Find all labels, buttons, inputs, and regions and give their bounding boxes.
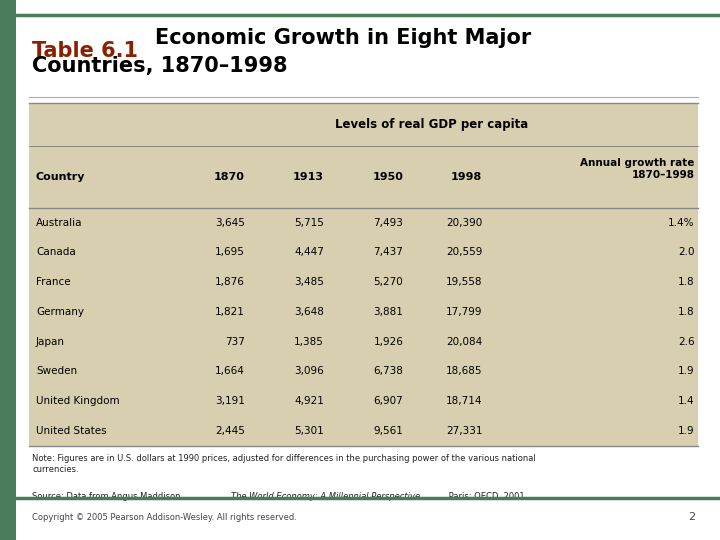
Text: 1,695: 1,695 bbox=[215, 247, 245, 258]
Text: 3,191: 3,191 bbox=[215, 396, 245, 406]
Text: 1913: 1913 bbox=[293, 172, 324, 182]
Text: 1,385: 1,385 bbox=[294, 336, 324, 347]
Text: The World Economy: A Millennial Perspective,: The World Economy: A Millennial Perspect… bbox=[231, 492, 423, 502]
Text: 1.4%: 1.4% bbox=[668, 218, 695, 228]
Text: Country: Country bbox=[36, 172, 86, 182]
Bar bbox=[29, 103, 698, 446]
Text: 5,301: 5,301 bbox=[294, 426, 324, 436]
Text: 1870: 1870 bbox=[214, 172, 245, 182]
Text: 3,881: 3,881 bbox=[374, 307, 403, 317]
Text: 1.8: 1.8 bbox=[678, 277, 695, 287]
Text: 3,648: 3,648 bbox=[294, 307, 324, 317]
Text: Japan: Japan bbox=[36, 336, 65, 347]
Text: 17,799: 17,799 bbox=[446, 307, 482, 317]
Text: 1,876: 1,876 bbox=[215, 277, 245, 287]
Text: 1998: 1998 bbox=[451, 172, 482, 182]
Text: 5,715: 5,715 bbox=[294, 218, 324, 228]
Text: 6,907: 6,907 bbox=[374, 396, 403, 406]
Text: Germany: Germany bbox=[36, 307, 84, 317]
Text: 1.8: 1.8 bbox=[678, 307, 695, 317]
Text: United States: United States bbox=[36, 426, 107, 436]
Text: 20,390: 20,390 bbox=[446, 218, 482, 228]
Text: 1.9: 1.9 bbox=[678, 426, 695, 436]
Text: 2: 2 bbox=[688, 512, 695, 522]
Text: 5,270: 5,270 bbox=[374, 277, 403, 287]
Text: Sweden: Sweden bbox=[36, 366, 77, 376]
Text: 737: 737 bbox=[225, 336, 245, 347]
Text: Countries, 1870–1998: Countries, 1870–1998 bbox=[32, 56, 288, 76]
Text: 7,493: 7,493 bbox=[374, 218, 403, 228]
Text: 6,738: 6,738 bbox=[374, 366, 403, 376]
Text: 20,559: 20,559 bbox=[446, 247, 482, 258]
Text: Copyright © 2005 Pearson Addison-Wesley. All rights reserved.: Copyright © 2005 Pearson Addison-Wesley.… bbox=[32, 513, 297, 522]
Text: France: France bbox=[36, 277, 71, 287]
Text: 2,445: 2,445 bbox=[215, 426, 245, 436]
Text: 1,664: 1,664 bbox=[215, 366, 245, 376]
Text: 4,921: 4,921 bbox=[294, 396, 324, 406]
Text: 1.4: 1.4 bbox=[678, 396, 695, 406]
Text: 19,558: 19,558 bbox=[446, 277, 482, 287]
Text: 1,821: 1,821 bbox=[215, 307, 245, 317]
Text: Annual growth rate
1870–1998: Annual growth rate 1870–1998 bbox=[580, 158, 695, 180]
Text: Table 6.1: Table 6.1 bbox=[32, 41, 138, 62]
Text: Economic Growth in Eight Major: Economic Growth in Eight Major bbox=[155, 28, 531, 48]
Text: 1.9: 1.9 bbox=[678, 366, 695, 376]
Text: 3,096: 3,096 bbox=[294, 366, 324, 376]
Text: United Kingdom: United Kingdom bbox=[36, 396, 120, 406]
Text: 18,714: 18,714 bbox=[446, 396, 482, 406]
Text: 7,437: 7,437 bbox=[374, 247, 403, 258]
Text: 20,084: 20,084 bbox=[446, 336, 482, 347]
Text: 27,331: 27,331 bbox=[446, 426, 482, 436]
Text: 3,645: 3,645 bbox=[215, 218, 245, 228]
Text: 18,685: 18,685 bbox=[446, 366, 482, 376]
Text: 2.0: 2.0 bbox=[678, 247, 695, 258]
Text: 1,926: 1,926 bbox=[374, 336, 403, 347]
Text: 2.6: 2.6 bbox=[678, 336, 695, 347]
Text: Note: Figures are in U.S. dollars at 1990 prices, adjusted for differences in th: Note: Figures are in U.S. dollars at 199… bbox=[32, 454, 536, 475]
Text: Canada: Canada bbox=[36, 247, 76, 258]
Text: Australia: Australia bbox=[36, 218, 83, 228]
Text: Levels of real GDP per capita: Levels of real GDP per capita bbox=[336, 118, 528, 131]
Text: Paris: OECD, 2001.: Paris: OECD, 2001. bbox=[446, 492, 527, 502]
Text: 9,561: 9,561 bbox=[374, 426, 403, 436]
Text: 4,447: 4,447 bbox=[294, 247, 324, 258]
Text: 1950: 1950 bbox=[372, 172, 403, 182]
Text: 3,485: 3,485 bbox=[294, 277, 324, 287]
Text: Source: Data from Angus Maddison,: Source: Data from Angus Maddison, bbox=[32, 492, 186, 502]
